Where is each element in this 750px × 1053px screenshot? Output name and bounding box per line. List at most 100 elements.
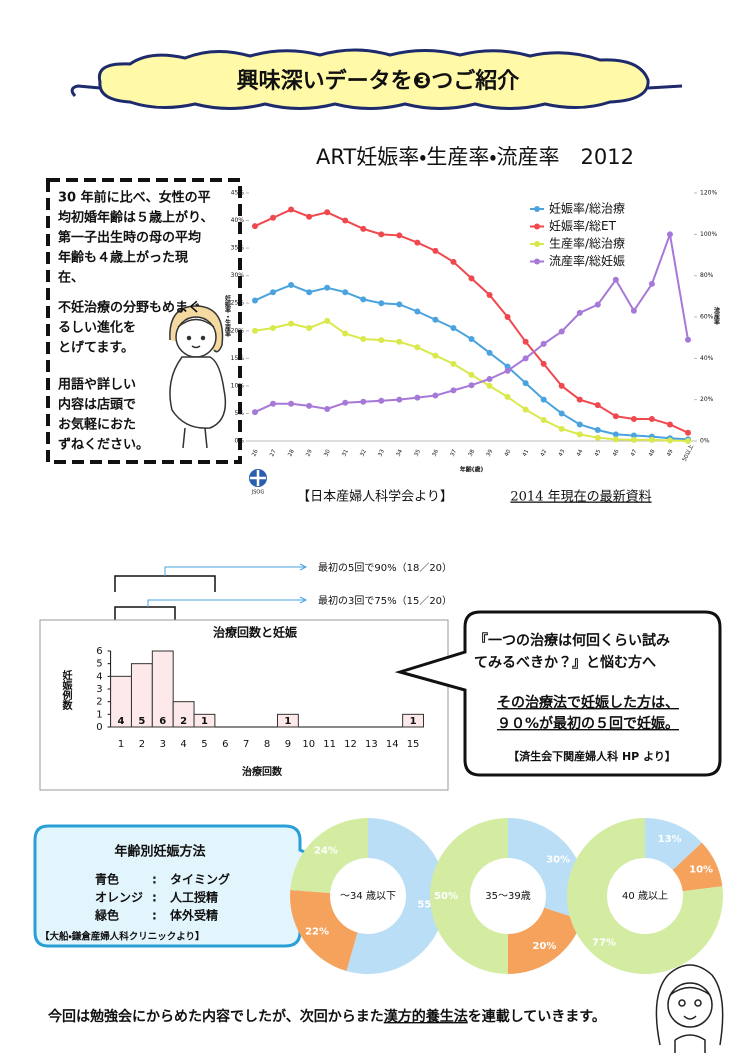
footer-text: 今回は勉強会にからめた内容でしたが、次回からまた	[48, 1008, 384, 1025]
point	[522, 380, 529, 387]
note-line: 不妊治療の分野もめまぐ	[58, 300, 201, 316]
point	[324, 405, 331, 412]
point	[360, 296, 367, 303]
bubble-source: 【済生会下関産婦人科 HP より】	[508, 749, 676, 763]
point	[504, 367, 511, 374]
bar-label: 1	[201, 716, 208, 727]
x-tick-label: 47	[630, 448, 639, 457]
point	[270, 214, 277, 221]
legend-label: 妊娠率/総治療	[549, 201, 625, 216]
point	[648, 436, 655, 443]
point	[558, 425, 565, 432]
point	[450, 360, 457, 367]
x-tick-label: 14	[386, 739, 399, 750]
y-tick-label: 10%	[231, 382, 245, 389]
bubble-question: 『一つの治療は何回くらい試み	[474, 632, 670, 649]
bar-label: 6	[159, 716, 166, 727]
point	[252, 223, 258, 230]
point	[558, 382, 565, 389]
point	[252, 297, 258, 304]
x-tick-label: 42	[540, 449, 548, 458]
point	[612, 436, 619, 443]
y-tick-label: 30%	[231, 272, 245, 279]
point	[666, 421, 673, 428]
y-tick-label: 35%	[231, 245, 245, 252]
donut-segment	[567, 818, 723, 974]
point	[396, 396, 403, 403]
point	[306, 402, 313, 409]
point	[360, 225, 367, 232]
point	[630, 307, 637, 314]
point	[270, 325, 277, 332]
x-tick-label: 6	[222, 739, 228, 750]
x-tick-label: 31	[341, 449, 349, 458]
x-tick-label: 2	[139, 739, 145, 750]
point	[504, 393, 511, 400]
method-row: 青色	[95, 872, 119, 887]
point	[540, 396, 547, 403]
donut-segment	[346, 818, 446, 974]
y-tick-label: 4	[96, 671, 102, 682]
point	[450, 258, 457, 265]
method-row: オレンジ	[95, 891, 143, 905]
point	[594, 426, 601, 433]
method-row: :	[152, 891, 157, 905]
point	[648, 280, 655, 287]
donut-title: ～34 歳以下	[340, 890, 396, 902]
legend-swatch	[534, 258, 540, 265]
x-tick-label: 15	[407, 739, 420, 750]
bar-label: 4	[118, 716, 125, 727]
x-tick-label: 13	[365, 739, 378, 750]
donut-segment	[290, 889, 358, 971]
y-tick-label: 20%	[231, 327, 245, 334]
point	[252, 409, 258, 416]
y-tick-label: 5	[96, 659, 102, 670]
point	[468, 382, 475, 389]
note-line: 年齢も４歳上がった現	[58, 250, 188, 266]
x-tick-label: 10	[302, 739, 315, 750]
note-line: るしい進化を	[58, 320, 136, 336]
pregnant-illustration	[169, 305, 227, 449]
point	[396, 301, 403, 308]
banner: 興味深いデータを❸つご紹介	[70, 48, 683, 110]
y-tick-label: 45%	[231, 190, 245, 197]
method-row: タイミング	[170, 872, 230, 887]
point	[288, 282, 295, 289]
footer: 今回は勉強会にからめた内容でしたが、次回からまた漢方的養生法を連載していきます。	[48, 1008, 606, 1025]
bar-label: 2	[180, 716, 187, 727]
point	[360, 398, 367, 405]
point	[594, 402, 601, 409]
point	[306, 213, 313, 220]
point	[630, 436, 637, 443]
x-tick-label: 50以上	[680, 442, 695, 462]
point	[414, 394, 421, 401]
point	[414, 239, 421, 246]
donut-label: 50%	[434, 891, 458, 902]
x-tick-label: 4	[180, 739, 186, 750]
donut-segment	[508, 818, 587, 921]
x-tick-label: 28	[287, 448, 296, 457]
y2-tick-label: 40%	[700, 355, 714, 362]
bar-label: 5	[138, 716, 145, 727]
method-box	[33, 824, 341, 948]
brackets	[114, 575, 216, 622]
y2-tick-label: 0%	[700, 438, 710, 445]
method-row: 人工授精	[169, 890, 218, 905]
legend-label: 生産率/総治療	[549, 236, 625, 251]
donut-title: 40 歳以上	[622, 890, 668, 902]
point	[612, 413, 619, 420]
point	[288, 400, 295, 407]
method-title: 年齢別妊娠方法	[114, 844, 205, 860]
donut-label: 24%	[314, 845, 338, 856]
point	[576, 421, 583, 428]
y2-tick-label: 20%	[700, 396, 714, 403]
x-tick-label: 11	[323, 739, 336, 750]
point	[324, 317, 331, 324]
girl-illustration	[655, 964, 724, 1053]
point	[468, 336, 475, 343]
x-tick-label: 43	[558, 448, 567, 457]
x-tick-label: 29	[305, 448, 314, 457]
x-tick-label: 35	[414, 448, 423, 457]
donut-label: 30%	[546, 855, 570, 866]
point	[486, 291, 493, 298]
